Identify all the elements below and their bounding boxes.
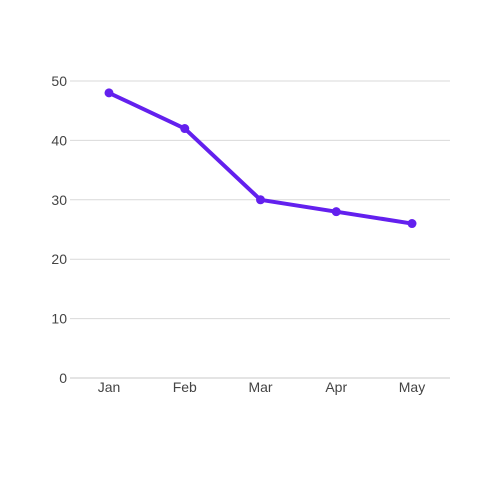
y-tick-label: 30: [51, 192, 67, 208]
data-point[interactable]: [407, 219, 417, 229]
x-tick-label: Apr: [325, 379, 347, 395]
data-point[interactable]: [104, 88, 114, 98]
y-tick-label: 0: [59, 370, 67, 386]
data-point[interactable]: [256, 195, 265, 205]
x-tick-label: Mar: [248, 379, 272, 395]
gridlines: [70, 80, 450, 379]
y-tick-label: 40: [51, 132, 67, 148]
x-tick-label: May: [399, 379, 425, 395]
data-point[interactable]: [331, 207, 341, 217]
y-axis-ticks: 0 10 20 30 40 50: [51, 73, 67, 386]
y-tick-label: 10: [51, 311, 67, 327]
x-axis-ticks: Jan Feb Mar Apr May: [98, 379, 426, 395]
y-tick-label: 50: [51, 73, 67, 89]
data-point[interactable]: [180, 124, 190, 134]
x-tick-label: Feb: [173, 379, 197, 395]
series-layer: [104, 88, 417, 229]
y-tick-label: 20: [51, 251, 67, 267]
x-tick-label: Jan: [98, 379, 121, 395]
